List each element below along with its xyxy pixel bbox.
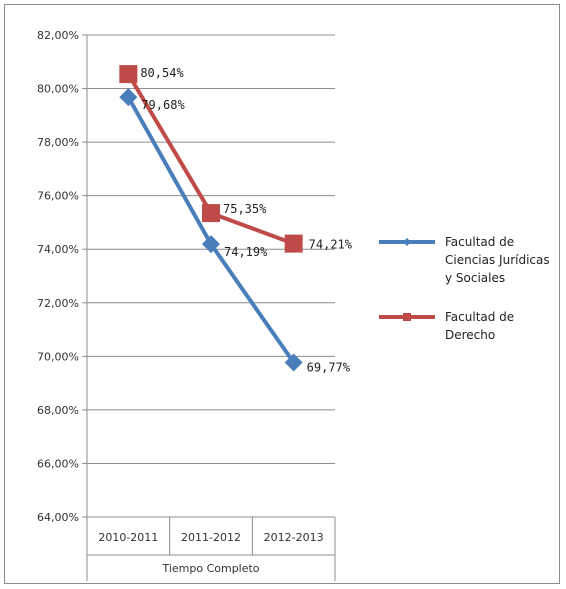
legend-marker-square (403, 313, 411, 321)
y-tick-label: 82,00% (37, 29, 79, 42)
x-group-label: Tiempo Completo (161, 562, 259, 575)
y-tick-label: 80,00% (37, 83, 79, 96)
y-tick-label: 78,00% (37, 136, 79, 149)
data-point-diamond (119, 88, 138, 107)
y-tick-label: 64,00% (37, 511, 79, 524)
legend-marker-diamond (403, 238, 411, 246)
y-tick-label: 68,00% (37, 404, 79, 417)
legend-label: Facultad de (445, 235, 514, 249)
data-label: 79,68% (141, 98, 185, 112)
data-point-diamond (284, 353, 303, 372)
legend-label: Ciencias Jurídicas (445, 253, 550, 267)
data-label: 80,54% (140, 66, 184, 80)
data-label: 69,77% (307, 360, 351, 374)
data-point-square (284, 234, 303, 253)
y-tick-label: 76,00% (37, 190, 79, 203)
legend-label: Derecho (445, 328, 495, 342)
y-tick-label: 66,00% (37, 457, 79, 470)
y-tick-label: 72,00% (37, 297, 79, 310)
series-line-1 (126, 96, 296, 364)
y-tick-label: 74,00% (37, 243, 79, 256)
x-category-label: 2012-2013 (264, 531, 324, 544)
line-chart: 64,00% 66,00% 68,00% 70,00% 72,00% 74,00% 76,0… (37, 29, 550, 581)
data-label: 74,21% (309, 238, 353, 252)
data-label: 74,19% (224, 245, 268, 259)
data-point-square (202, 204, 220, 223)
x-category-label: 2011-2012 (181, 531, 241, 544)
data-point-square (119, 65, 138, 84)
x-category-label: 2010-2011 (98, 531, 158, 544)
legend-label: y Sociales (445, 271, 505, 285)
data-label: 75,35% (223, 202, 267, 216)
chart-frame: 64,00% 66,00% 68,00% 70,00% 72,00% 74,00% 76,0… (4, 4, 560, 584)
data-point-diamond (202, 235, 220, 254)
legend-label: Facultad de (445, 310, 514, 324)
y-tick-label: 70,00% (37, 350, 79, 363)
